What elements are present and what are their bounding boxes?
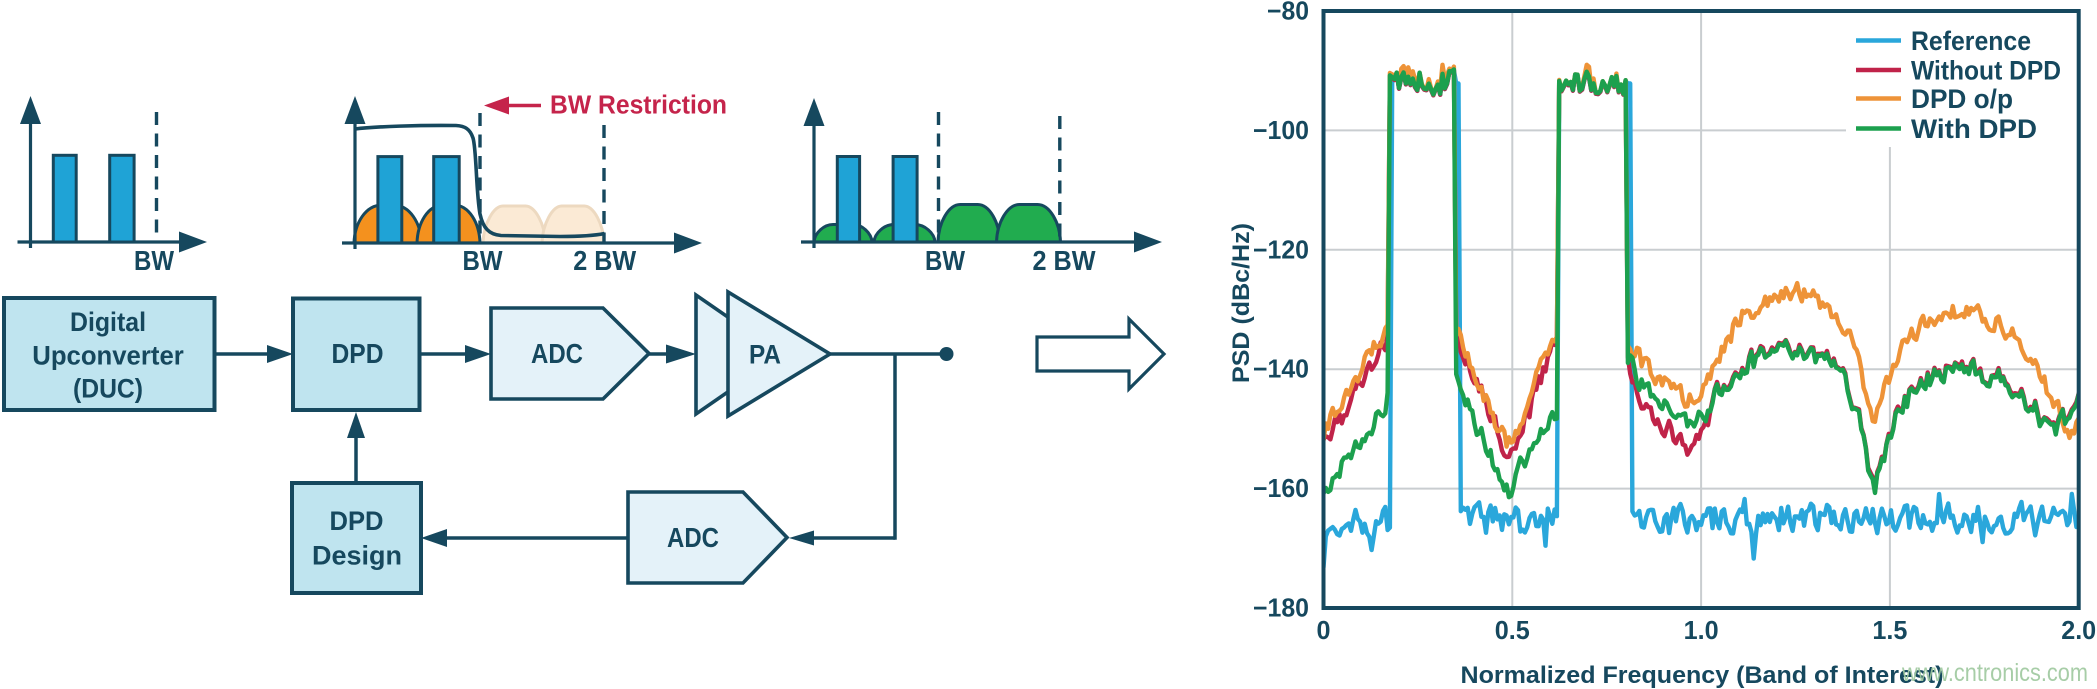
svg-text:Reference: Reference [1911, 26, 2031, 56]
svg-text:BW: BW [134, 245, 174, 276]
svg-text:2 BW: 2 BW [573, 245, 637, 276]
svg-text:BW: BW [463, 245, 503, 276]
svg-text:2 BW: 2 BW [1033, 245, 1097, 276]
svg-text:−160: −160 [1253, 475, 1309, 503]
svg-text:Upconverter: Upconverter [32, 341, 184, 371]
svg-text:www.cntronics.com: www.cntronics.com [1901, 659, 2088, 687]
svg-text:Without DPD: Without DPD [1911, 56, 2061, 86]
svg-text:PSD (dBc/Hz): PSD (dBc/Hz) [1228, 223, 1255, 383]
svg-text:−180: −180 [1253, 595, 1309, 623]
svg-text:(DUC): (DUC) [73, 374, 143, 404]
svg-text:1.0: 1.0 [1684, 617, 1719, 645]
svg-text:Digital: Digital [70, 307, 146, 337]
svg-text:−120: −120 [1253, 236, 1309, 264]
svg-text:2.0: 2.0 [2061, 617, 2096, 645]
svg-text:−140: −140 [1253, 356, 1309, 384]
svg-text:PA: PA [749, 340, 781, 370]
svg-text:−100: −100 [1253, 117, 1309, 145]
svg-text:Normalized Frequency (Band of: Normalized Frequency (Band of Interest) [1461, 662, 1944, 689]
svg-text:1.5: 1.5 [1872, 617, 1907, 645]
svg-text:DPD: DPD [330, 506, 384, 536]
svg-text:ADC: ADC [667, 522, 719, 553]
svg-text:−80: −80 [1267, 0, 1309, 26]
svg-text:Design: Design [312, 541, 402, 571]
svg-text:BW Restriction: BW Restriction [550, 92, 727, 120]
svg-text:0: 0 [1317, 617, 1331, 645]
svg-text:BW: BW [925, 245, 965, 276]
svg-text:With DPD: With DPD [1911, 114, 2037, 144]
svg-text:DPD o/p: DPD o/p [1911, 84, 2013, 114]
svg-text:DPD: DPD [332, 338, 384, 369]
svg-text:ADC: ADC [531, 338, 583, 369]
svg-text:0.5: 0.5 [1495, 617, 1530, 645]
